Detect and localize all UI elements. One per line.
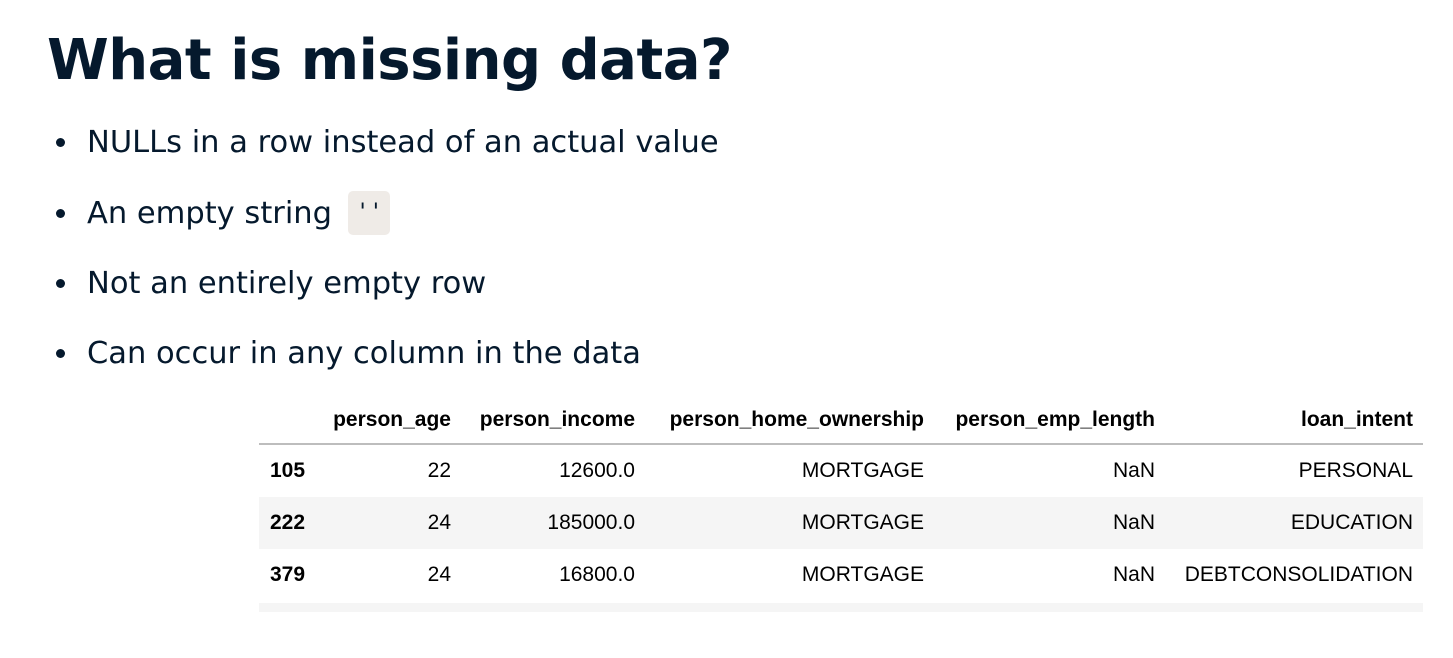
column-header: person_home_ownership bbox=[645, 396, 934, 445]
row-index: 222 bbox=[259, 497, 319, 549]
table-cell: NaN bbox=[934, 444, 1165, 497]
row-index: 105 bbox=[259, 444, 319, 497]
table-header-row: person_age person_income person_home_own… bbox=[259, 396, 1423, 445]
dataframe-table: person_age person_income person_home_own… bbox=[259, 396, 1423, 601]
index-header bbox=[259, 396, 319, 445]
column-header: person_emp_length bbox=[934, 396, 1165, 445]
table-cell: 24 bbox=[319, 549, 461, 601]
table-cell: NaN bbox=[934, 497, 1165, 549]
bullet-dot-icon bbox=[56, 137, 65, 147]
table-cell: 22 bbox=[319, 444, 461, 497]
bullet-text: NULLs in a row instead of an actual valu… bbox=[87, 124, 719, 160]
table-cell: 24 bbox=[319, 497, 461, 549]
bullet-dot-icon bbox=[56, 208, 65, 218]
bullet-dot-icon bbox=[56, 278, 65, 288]
dataframe-table-container: person_age person_income person_home_own… bbox=[259, 396, 1423, 601]
bullet-text: An empty string bbox=[87, 195, 332, 231]
bullet-item: NULLs in a row instead of an actual valu… bbox=[56, 120, 719, 164]
table-row: 379 24 16800.0 MORTGAGE NaN DEBTCONSOLID… bbox=[259, 549, 1423, 601]
bullet-item: Can occur in any column in the data bbox=[56, 331, 641, 375]
column-header: person_age bbox=[319, 396, 461, 445]
column-header: person_income bbox=[461, 396, 645, 445]
column-header: loan_intent bbox=[1165, 396, 1423, 445]
bullet-text: Can occur in any column in the data bbox=[87, 335, 641, 371]
table-cell: PERSONAL bbox=[1165, 444, 1423, 497]
table-bottom-strip bbox=[259, 603, 1423, 612]
table-cell: NaN bbox=[934, 549, 1165, 601]
table-row: 105 22 12600.0 MORTGAGE NaN PERSONAL bbox=[259, 444, 1423, 497]
table-cell: DEBTCONSOLIDATION bbox=[1165, 549, 1423, 601]
slide-title: What is missing data? bbox=[47, 28, 733, 93]
row-index: 379 bbox=[259, 549, 319, 601]
empty-string-code: '' bbox=[347, 191, 391, 235]
table-cell: 185000.0 bbox=[461, 497, 645, 549]
table-cell: 12600.0 bbox=[461, 444, 645, 497]
bullet-dot-icon bbox=[56, 348, 65, 358]
bullet-text: Not an entirely empty row bbox=[87, 265, 487, 301]
table-cell: MORTGAGE bbox=[645, 549, 934, 601]
table-cell: MORTGAGE bbox=[645, 444, 934, 497]
table-cell: MORTGAGE bbox=[645, 497, 934, 549]
table-cell: EDUCATION bbox=[1165, 497, 1423, 549]
bullet-item: An empty string '' bbox=[56, 191, 391, 235]
table-cell: 16800.0 bbox=[461, 549, 645, 601]
table-row: 222 24 185000.0 MORTGAGE NaN EDUCATION bbox=[259, 497, 1423, 549]
bullet-item: Not an entirely empty row bbox=[56, 261, 486, 305]
